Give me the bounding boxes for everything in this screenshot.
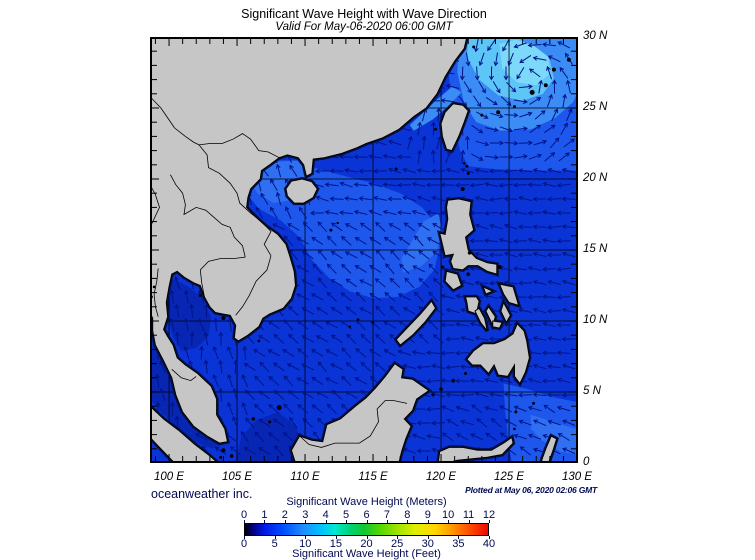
- plotted-timestamp: Plotted at May 06, 2020 02:06 GMT: [465, 485, 597, 495]
- credit-text: oceanweather inc.: [151, 487, 253, 501]
- lon-label: 100 E: [154, 471, 185, 483]
- landmass: [395, 300, 437, 346]
- feet-tick-label: 15: [329, 538, 342, 550]
- lat-label: 10 N: [583, 314, 608, 326]
- meters-tick-label: 9: [424, 509, 431, 521]
- feet-tick-mark: [305, 536, 307, 539]
- landmass: [500, 301, 511, 324]
- feet-tick-label: 5: [271, 538, 278, 550]
- meters-tick-mark: [489, 520, 490, 523]
- landmass: [541, 435, 558, 463]
- landmass: [150, 405, 219, 463]
- meters-tick-label: 12: [482, 509, 496, 521]
- meters-tick-label: 6: [363, 509, 370, 521]
- meters-tick-label: 4: [322, 509, 329, 521]
- figure-title: Significant Wave Height with Wave Direct…: [241, 7, 487, 21]
- lat-label: 5 N: [583, 385, 601, 397]
- landmass: [492, 320, 503, 329]
- meters-tick-label: 8: [404, 509, 411, 521]
- feet-tick-label: 30: [421, 538, 434, 550]
- country-borders: [150, 96, 408, 448]
- landmass: [437, 436, 514, 463]
- meters-tick-label: 3: [302, 509, 309, 521]
- meters-tick-label: 2: [281, 509, 288, 521]
- landmass: [440, 103, 469, 152]
- lon-label: 115 E: [358, 471, 388, 483]
- landmass: [290, 362, 430, 463]
- feet-tick-label: 10: [299, 538, 312, 550]
- meters-tick-label: 11: [462, 509, 475, 521]
- meters-tick-label: 10: [442, 509, 455, 521]
- meters-tick-label: 5: [343, 509, 350, 521]
- feet-tick-mark: [458, 536, 460, 539]
- lat-label: 15 N: [583, 243, 608, 255]
- feet-tick-label: 35: [452, 538, 465, 550]
- meters-tick-mark: [386, 520, 388, 523]
- wave-height-band: [235, 411, 307, 463]
- wave-height-band: [162, 279, 212, 351]
- lat-label: 30 N: [583, 30, 608, 42]
- meters-tick-mark: [264, 520, 266, 523]
- wave-height-band: [499, 39, 550, 86]
- meters-tick-label: 1: [261, 509, 268, 521]
- landmass: [474, 307, 488, 332]
- map-frame: [150, 37, 578, 463]
- feet-tick-mark: [397, 536, 399, 539]
- meters-tick-mark: [366, 520, 368, 523]
- colorbar-gradient: [244, 523, 489, 536]
- wave-height-band: [401, 213, 443, 273]
- feet-tick-mark: [274, 536, 276, 539]
- feet-tick-mark: [335, 536, 337, 539]
- lon-label: 130 E: [562, 471, 593, 483]
- wave-height-band: [150, 329, 223, 449]
- wave-height-map: [150, 37, 578, 463]
- landmass: [498, 283, 520, 307]
- meters-tick-label: 7: [383, 509, 390, 521]
- lat-label: 0: [583, 456, 590, 468]
- lon-label: 120 E: [426, 471, 457, 483]
- feet-tick-mark: [366, 536, 368, 539]
- meters-tick-mark: [244, 520, 245, 523]
- landmass: [482, 285, 494, 295]
- landmass: [444, 270, 463, 291]
- feet-tick-label: 20: [360, 538, 373, 550]
- legend-feet-title: Significant Wave Height (Feet): [292, 548, 441, 560]
- feet-tick-label: 25: [391, 538, 404, 550]
- landmass: [150, 37, 468, 444]
- feet-tick-label: 40: [482, 538, 496, 550]
- lon-label: 110 E: [290, 471, 320, 483]
- lat-label: 25 N: [583, 101, 608, 113]
- meters-tick-mark: [284, 520, 286, 523]
- feet-tick-label: 0: [240, 538, 248, 550]
- meters-tick-mark: [325, 520, 327, 523]
- feet-tick-mark: [489, 536, 490, 539]
- wave-height-band: [530, 414, 577, 455]
- feet-tick-mark: [244, 536, 245, 539]
- feet-tick-mark: [427, 536, 429, 539]
- frame-ticks: [152, 39, 576, 461]
- figure-valid-time: Valid For May-06-2020 06:00 GMT: [275, 21, 453, 33]
- meters-tick-label: 0: [240, 509, 248, 521]
- lat-label: 20 N: [583, 172, 608, 184]
- meters-tick-mark: [448, 520, 450, 523]
- legend-meters-title: Significant Wave Height (Meters): [286, 496, 447, 508]
- landmass: [285, 178, 318, 204]
- meters-tick-mark: [468, 520, 470, 523]
- meters-tick-mark: [427, 520, 429, 523]
- lon-label: 105 E: [222, 471, 253, 483]
- meters-tick-mark: [305, 520, 307, 523]
- small-islands: [150, 45, 571, 459]
- lon-label: 125 E: [494, 471, 525, 483]
- landmass: [466, 322, 530, 385]
- land-layer: [150, 37, 558, 463]
- meters-tick-mark: [407, 520, 409, 523]
- landmass: [439, 198, 498, 275]
- meters-tick-mark: [346, 520, 348, 523]
